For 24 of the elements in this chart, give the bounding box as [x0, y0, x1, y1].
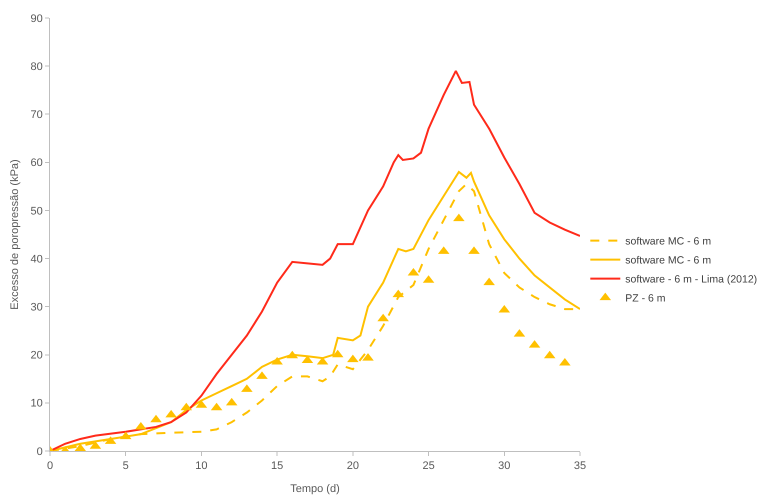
y-tick-label: 70: [30, 109, 43, 122]
x-tick-label: 25: [422, 460, 435, 472]
legend-label: software MC - 6 m: [625, 236, 712, 248]
y-axis-title: Excesso de poropressão (kPa): [9, 159, 21, 310]
x-tick-label: 0: [46, 460, 54, 472]
legend-label: software MC - 6 m: [625, 254, 712, 267]
x-tick-label: 30: [498, 460, 510, 472]
y-tick-label: 30: [30, 302, 43, 314]
y-tick-label: 0: [36, 446, 43, 458]
y-tick-label: 10: [30, 398, 43, 410]
legend-label: software - 6 m - Lima (2012): [625, 274, 758, 286]
y-tick-label: 20: [30, 350, 43, 362]
x-axis-title: Tempo (d): [290, 483, 340, 495]
x-tick-label: 5: [122, 460, 129, 472]
x-tick-label: 20: [346, 460, 359, 472]
x-tick-label: 10: [195, 460, 208, 472]
x-tick-label: 15: [271, 460, 284, 472]
y-tick-label: 80: [30, 60, 43, 73]
x-tick-label: 35: [574, 460, 586, 472]
y-tick-label: 90: [30, 12, 43, 25]
y-tick-label: 40: [30, 253, 43, 266]
y-tick-label: 50: [30, 205, 43, 218]
y-tick-label: 60: [30, 157, 43, 170]
legend-label: PZ - 6 m: [625, 292, 666, 305]
